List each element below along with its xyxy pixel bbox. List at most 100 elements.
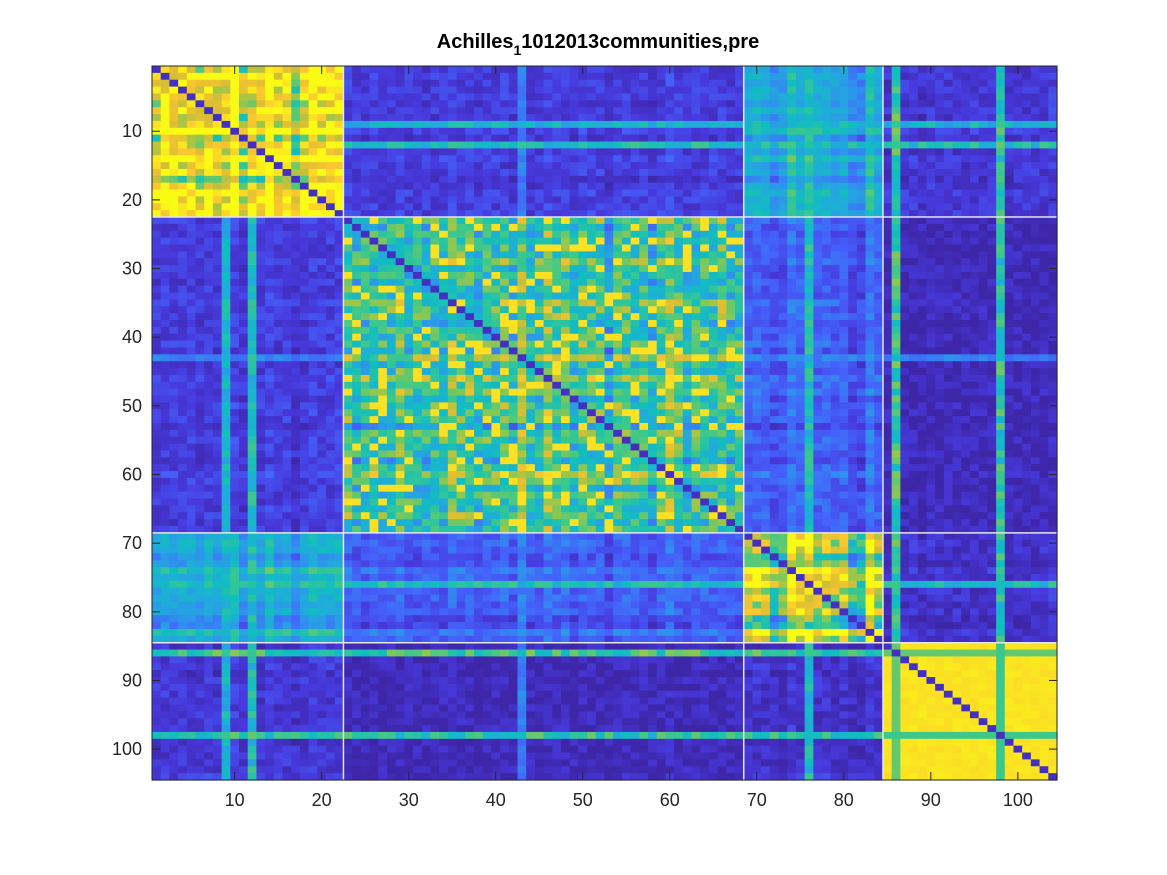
- heatmap-cell: [856, 340, 867, 349]
- heatmap-cell: [656, 217, 667, 225]
- heatmap-cell: [743, 333, 754, 342]
- heatmap-cell: [534, 361, 545, 369]
- heatmap-cell: [691, 306, 701, 314]
- heatmap-cell: [256, 134, 266, 143]
- heatmap-cell: [326, 285, 336, 294]
- heatmap-cell: [778, 196, 788, 204]
- heatmap-cell: [1013, 230, 1023, 239]
- heatmap-cell: [395, 347, 405, 355]
- heatmap-cell: [413, 354, 423, 362]
- heatmap-cell: [247, 210, 258, 218]
- heatmap-cell: [909, 237, 919, 246]
- heatmap-cell: [787, 86, 797, 95]
- heatmap-cell: [787, 141, 797, 149]
- heatmap-cell: [273, 265, 284, 273]
- heatmap-cell: [804, 223, 814, 232]
- heatmap-cell: [1022, 299, 1032, 307]
- heatmap-cell: [648, 189, 658, 198]
- heatmap-cell: [735, 120, 745, 129]
- heatmap-cell: [560, 258, 571, 266]
- heatmap-cell: [491, 271, 501, 280]
- heatmap-cell: [204, 340, 214, 349]
- heatmap-cell: [221, 155, 231, 163]
- heatmap-cell: [560, 237, 571, 246]
- heatmap-cell: [752, 86, 762, 95]
- heatmap-cell: [604, 66, 614, 74]
- heatmap-cell: [569, 168, 579, 177]
- heatmap-cell: [891, 347, 901, 355]
- heatmap-cell: [526, 162, 536, 170]
- heatmap-cell: [386, 265, 397, 273]
- heatmap-cell: [813, 271, 823, 280]
- heatmap-cell: [909, 196, 919, 204]
- heatmap-cell: [926, 217, 936, 225]
- heatmap-cell: [560, 251, 571, 259]
- heatmap-cell: [317, 271, 327, 280]
- heatmap-cell: [378, 285, 388, 294]
- heatmap-cell: [439, 374, 449, 383]
- heatmap-cell: [691, 333, 701, 342]
- heatmap-cell: [822, 347, 832, 355]
- heatmap-cell: [787, 368, 797, 376]
- heatmap-cell: [256, 388, 266, 397]
- heatmap-cell: [447, 258, 458, 266]
- heatmap-cell: [178, 182, 188, 191]
- heatmap-cell: [1022, 326, 1032, 335]
- heatmap-cell: [813, 168, 823, 177]
- heatmap-cell: [352, 100, 362, 108]
- heatmap-cell: [943, 120, 954, 129]
- heatmap-cell: [204, 134, 214, 143]
- heatmap-cell: [456, 347, 466, 355]
- heatmap-cell: [560, 361, 571, 369]
- heatmap-cell: [874, 134, 884, 143]
- heatmap-cell: [334, 182, 345, 191]
- heatmap-cell: [386, 120, 397, 129]
- heatmap-cell: [935, 265, 945, 273]
- heatmap-cell: [656, 368, 667, 376]
- heatmap-cell: [169, 168, 179, 177]
- heatmap-cell: [152, 189, 162, 198]
- heatmap-cell: [273, 141, 284, 149]
- heatmap-cell: [560, 196, 571, 204]
- heatmap-cell: [352, 326, 362, 335]
- heatmap-cell: [160, 72, 170, 81]
- heatmap-cell: [674, 120, 684, 129]
- heatmap-cell: [352, 148, 362, 156]
- heatmap-cell: [160, 374, 170, 383]
- heatmap-cell: [665, 244, 675, 252]
- heatmap-cell: [465, 381, 475, 390]
- heatmap-cell: [891, 368, 901, 376]
- heatmap-cell: [239, 354, 249, 362]
- heatmap-cell: [404, 388, 414, 397]
- heatmap-cell: [247, 388, 258, 397]
- heatmap-cell: [334, 196, 345, 204]
- heatmap-cell: [656, 278, 667, 287]
- heatmap-cell: [386, 313, 397, 321]
- heatmap-cell: [152, 361, 162, 369]
- heatmap-cell: [317, 120, 327, 129]
- heatmap-cell: [882, 299, 893, 307]
- heatmap-cell: [665, 72, 675, 81]
- heatmap-cell: [1048, 368, 1058, 376]
- heatmap-cell: [656, 347, 667, 355]
- heatmap-cell: [778, 223, 788, 232]
- heatmap-cell: [865, 217, 875, 225]
- heatmap-cell: [891, 120, 901, 129]
- heatmap-cell: [882, 72, 893, 81]
- heatmap-cell: [500, 347, 510, 355]
- heatmap-cell: [743, 251, 754, 259]
- heatmap-cell: [1013, 374, 1023, 383]
- heatmap-cell: [230, 114, 240, 122]
- heatmap-cell: [639, 265, 649, 273]
- heatmap-cell: [265, 251, 275, 259]
- heatmap-cell: [473, 120, 484, 129]
- heatmap-cell: [369, 196, 379, 204]
- heatmap-cell: [378, 265, 388, 273]
- heatmap-cell: [308, 340, 318, 349]
- heatmap-cell: [1013, 100, 1023, 108]
- heatmap-cell: [169, 86, 179, 95]
- heatmap-cell: [465, 340, 475, 349]
- heatmap-cell: [247, 203, 258, 211]
- heatmap-cell: [917, 361, 928, 369]
- heatmap-cell: [795, 361, 806, 369]
